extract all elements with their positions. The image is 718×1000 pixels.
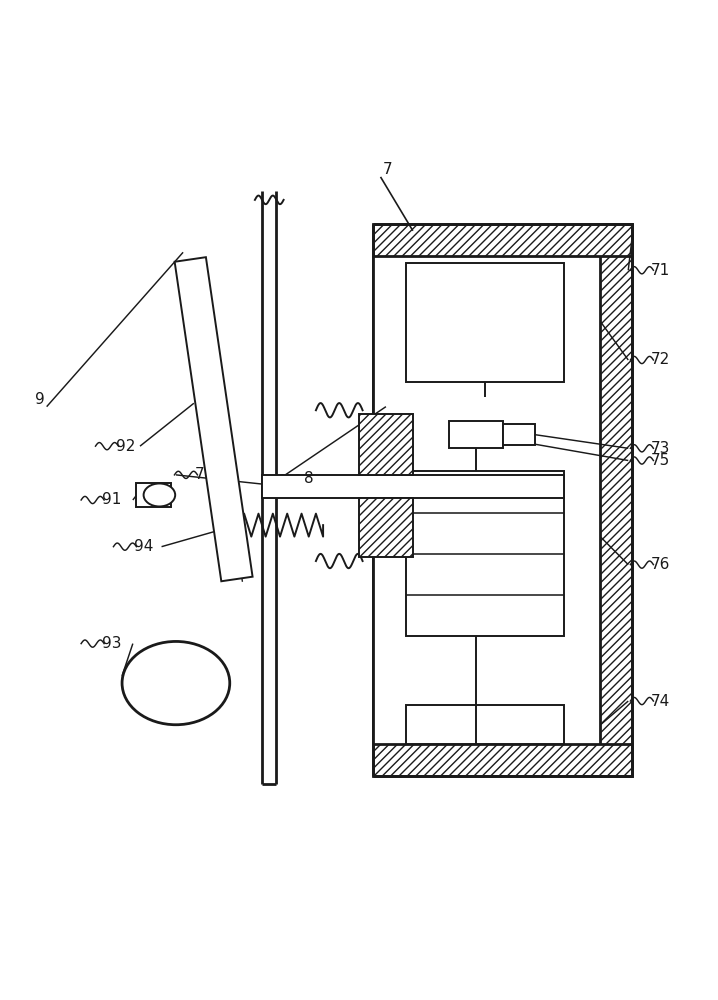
Bar (373, 224, 632, 256)
Polygon shape (174, 257, 253, 581)
Text: 77: 77 (195, 467, 214, 482)
Bar (503, 424, 535, 445)
Bar (373, 744, 632, 776)
Text: 9: 9 (34, 392, 45, 407)
Text: 7: 7 (383, 162, 393, 177)
Ellipse shape (144, 483, 175, 506)
Bar (136, 483, 171, 507)
Text: 73: 73 (651, 441, 670, 456)
Text: 76: 76 (651, 557, 670, 572)
Polygon shape (359, 414, 413, 475)
Bar (406, 263, 564, 382)
Text: 94: 94 (134, 539, 153, 554)
Bar (406, 471, 564, 636)
Bar (262, 475, 564, 498)
Text: 75: 75 (651, 453, 670, 468)
Text: 8: 8 (304, 471, 314, 486)
Bar (600, 224, 632, 776)
Text: 91: 91 (102, 492, 121, 508)
Ellipse shape (122, 641, 230, 725)
Text: 72: 72 (651, 352, 670, 367)
Bar (406, 705, 564, 744)
Text: 74: 74 (651, 694, 670, 709)
Text: 71: 71 (651, 263, 670, 278)
Text: 92: 92 (116, 439, 135, 454)
Text: 93: 93 (101, 636, 121, 651)
Polygon shape (359, 498, 413, 557)
Bar (449, 421, 503, 448)
